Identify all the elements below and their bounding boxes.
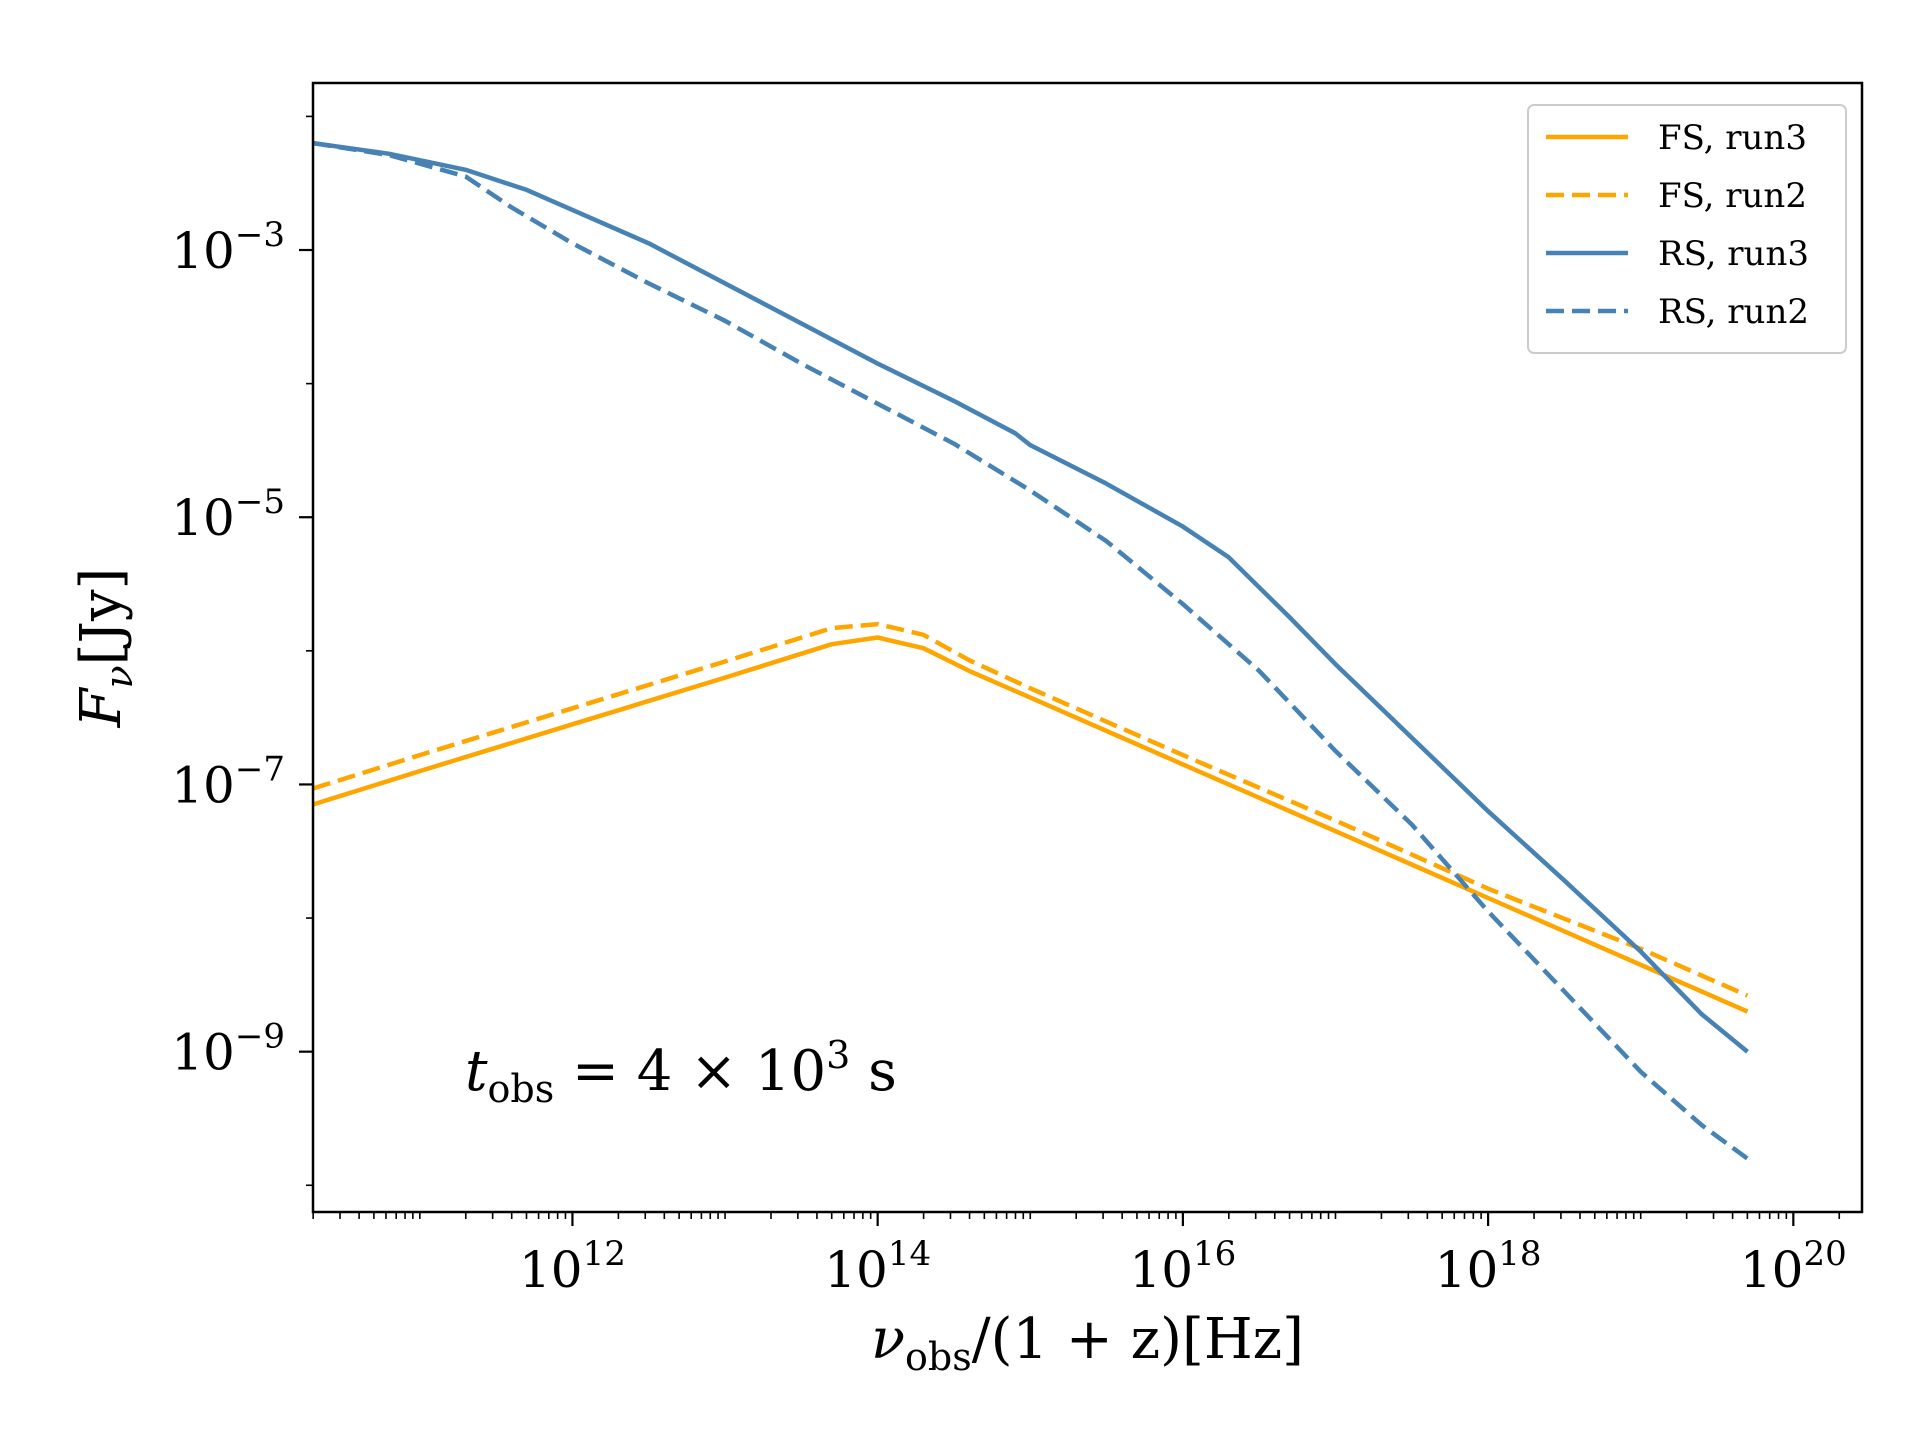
legend-label: RS, run3 [1658,234,1809,274]
legend-label: FS, run3 [1658,118,1807,158]
y-tick-label: 10−7 [171,749,285,814]
y-tick-label: 10−3 [171,215,285,280]
legend-box [1527,104,1847,354]
x-axis-label: νobs/(1 + z)[Hz] [871,1307,1304,1379]
series-line-rs-run3 [313,140,1749,1054]
legend-label: FS, run2 [1658,176,1807,216]
x-tick-label: 1012 [519,1234,626,1299]
x-tick-label: 1016 [1129,1234,1236,1299]
legend-entry: FS, run3 [1546,118,1807,158]
x-tick-label: 1014 [824,1234,931,1299]
legend-entry: RS, run2 [1546,292,1809,332]
series-line-rs-run2 [313,140,1749,1161]
y-tick-label: 10−9 [171,1017,285,1082]
series-layer [313,140,1749,1161]
ticks-layer: 1012 1014 1016 1018 1020 10−3 10−5 10−7 10−9 [171,115,1847,1299]
series-line-fs-run3 [313,635,1749,1014]
y-axis-label: Fν[Jy] [69,568,141,729]
legend-label: RS, run2 [1658,292,1809,332]
x-tick-label: 1020 [1740,1234,1847,1299]
legend-entry: RS, run3 [1546,234,1809,274]
series-line-fs-run2 [313,621,1749,998]
time-annotation: tobs = 4 × 103 s [465,1033,897,1111]
y-axis-label-group: Fν[Jy] [69,568,141,729]
x-tick-label: 1018 [1435,1234,1542,1299]
plot-frame [311,81,1864,1214]
legend-entry: FS, run2 [1546,176,1807,216]
legend: FS, run3 FS, run2 RS, run3 RS, run2 [1527,104,1847,354]
y-tick-label: 10−5 [171,482,285,547]
